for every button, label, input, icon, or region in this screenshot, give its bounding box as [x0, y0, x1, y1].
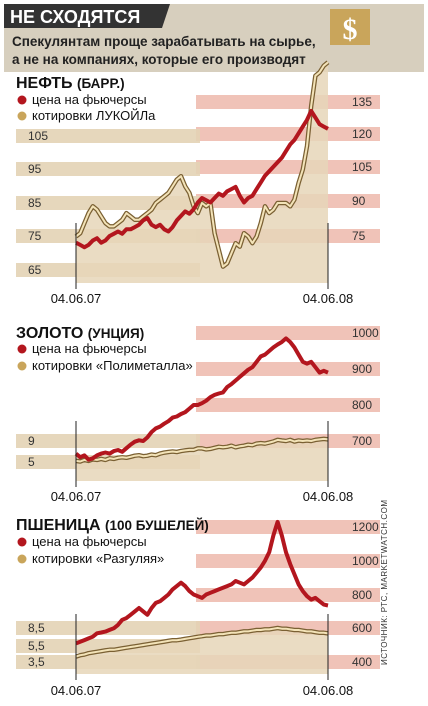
stock-area [76, 628, 328, 674]
right-band [196, 127, 380, 141]
x-end-label: 04.06.08 [303, 683, 354, 698]
right-band [196, 326, 380, 340]
right-band [196, 588, 380, 602]
chart-title: ЗОЛОТО (УНЦИЯ) [16, 325, 144, 342]
legend-label: цена на фьючерсы [32, 534, 147, 549]
x-end-label: 04.06.08 [303, 291, 354, 306]
left-tick-label: 95 [28, 162, 42, 176]
legend-marker [17, 95, 27, 105]
svg-text:$: $ [343, 13, 358, 46]
right-tick-label: 700 [352, 434, 372, 448]
right-band [196, 160, 380, 174]
chart-title: НЕФТЬ (БАРР.) [16, 75, 125, 92]
right-band [196, 398, 380, 412]
legend-label: цена на фьючерсы [32, 92, 147, 107]
header-subtitle-line1: Спекулянтам проще зарабатывать на сырье, [12, 34, 316, 49]
chart-2: 700 800 900 1000 5 9 ЗОЛОТО (УНЦИЯ)цена на фью… [16, 325, 380, 504]
futures-line [74, 336, 329, 462]
x-start-label: 04.06.07 [51, 489, 102, 504]
dollar-icon: $ [330, 9, 370, 46]
right-tick-label: 600 [352, 621, 372, 635]
right-tick-label: 800 [352, 398, 372, 412]
legend-marker [17, 344, 27, 354]
x-start-label: 04.06.07 [51, 683, 102, 698]
stock-line [75, 437, 329, 463]
right-tick-label: 800 [352, 588, 372, 602]
futures-line [75, 519, 329, 646]
left-tick-label: 5 [28, 455, 35, 469]
chart-3: 400 600 800 1000 1200 3,5 5,5 8,5 ПШЕНИЦА (100 Б… [16, 517, 380, 698]
right-tick-label: 1000 [352, 554, 379, 568]
legend-marker [17, 111, 27, 121]
right-tick-label: 1000 [352, 326, 379, 340]
right-tick-label: 90 [352, 194, 366, 208]
futures-line [75, 108, 329, 250]
right-tick-label: 900 [352, 362, 372, 376]
legend-marker [17, 361, 27, 371]
right-tick-label: 400 [352, 655, 372, 669]
right-band [196, 95, 380, 109]
legend-label: котировки ЛУКОЙЛа [32, 108, 156, 123]
left-tick-label: 75 [28, 229, 42, 243]
chart-title: ПШЕНИЦА (100 БУШЕЛЕЙ) [16, 517, 209, 534]
left-band [16, 129, 200, 143]
right-band [196, 520, 380, 534]
left-tick-label: 5,5 [28, 639, 45, 653]
chart-1: 75 90 105 120 135 65 75 85 95 105 НЕФТЬ (БАРР.)цен… [16, 60, 380, 306]
stock-line [75, 61, 329, 268]
left-tick-label: 85 [28, 196, 42, 210]
right-tick-label: 135 [352, 95, 372, 109]
x-start-label: 04.06.07 [51, 291, 102, 306]
header-subtitle-line2: а не на компаниях, которые его производя… [12, 52, 306, 67]
left-tick-label: 9 [28, 434, 35, 448]
stock-area [76, 438, 328, 481]
right-tick-label: 120 [352, 127, 372, 141]
legend-marker [17, 537, 27, 547]
legend-marker [17, 554, 27, 564]
stock-line [75, 627, 329, 658]
header-title: НЕ СХОДЯТСЯ [10, 7, 140, 27]
left-tick-label: 65 [28, 263, 42, 277]
legend-label: котировки «Полиметалла» [32, 358, 193, 373]
left-tick-label: 105 [28, 129, 48, 143]
left-band [16, 434, 200, 448]
legend-label: котировки «Разгуляя» [32, 551, 164, 566]
right-tick-label: 105 [352, 160, 372, 174]
x-end-label: 04.06.08 [303, 489, 354, 504]
legend-label: цена на фьючерсы [32, 341, 147, 356]
right-tick-label: 1200 [352, 520, 379, 534]
right-tick-label: 75 [352, 229, 366, 243]
header-title-bar [4, 4, 170, 28]
source-note: ИСТОЧНИК: РТС, MARKETWATCH.COM [380, 499, 389, 665]
left-tick-label: 3,5 [28, 655, 45, 669]
left-band [16, 162, 200, 176]
left-band [16, 621, 200, 635]
left-tick-label: 8,5 [28, 621, 45, 635]
stock-area [76, 62, 328, 283]
